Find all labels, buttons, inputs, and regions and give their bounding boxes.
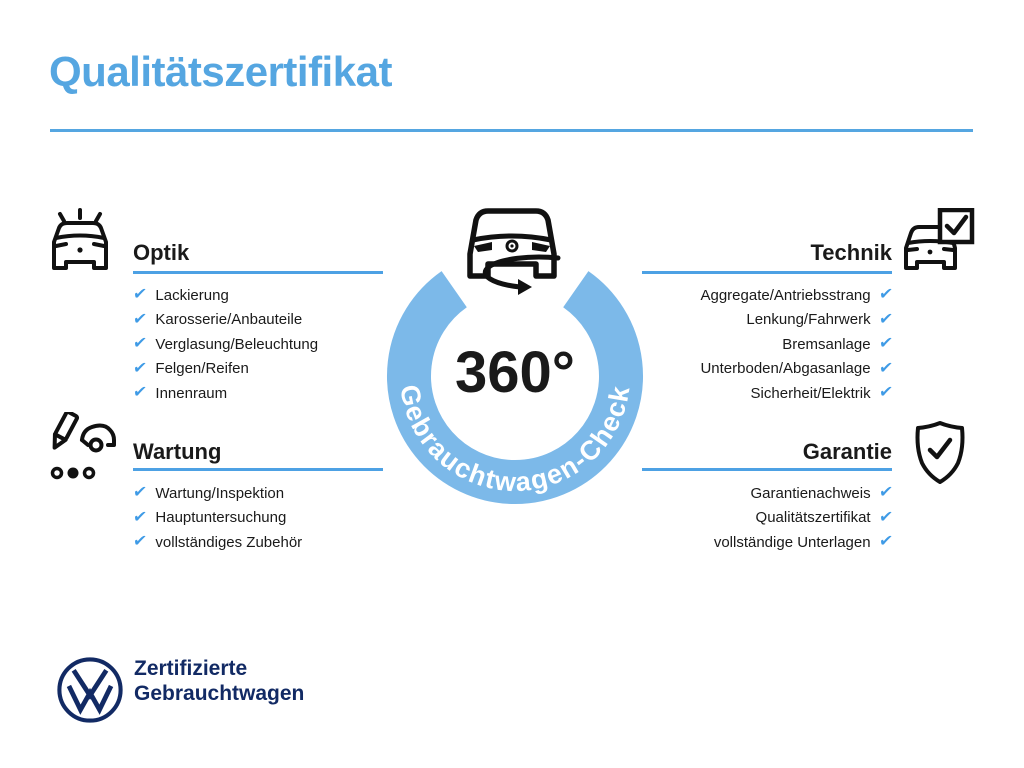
section-heading-technik: Technik: [810, 240, 892, 265]
item-label: Aggregate/Antriebsstrang: [700, 286, 871, 304]
check-icon: ✔: [131, 286, 148, 304]
section-underline-technik: [642, 271, 892, 274]
check-icon: ✔: [877, 533, 894, 551]
check-icon: ✔: [877, 359, 894, 377]
car-checkbox-icon: [904, 208, 975, 270]
check-icon: ✔: [877, 310, 894, 328]
technik-item-list: Aggregate/Antriebsstrang ✔ Lenkung/Fahrwe…: [520, 283, 894, 406]
item-label: Felgen/Reifen: [155, 360, 249, 378]
car-360-rotation-icon: [467, 208, 561, 295]
pencil-car-checklist-icon: [50, 412, 116, 480]
title-divider: [50, 129, 973, 132]
brand-line2: Gebrauchtwagen: [134, 682, 305, 705]
optik-item-list: ✔ Lackierung ✔ Karosserie/Anbauteile ✔ Verg…: [131, 283, 505, 406]
list-item: Lenkung/Fahrwerk ✔: [520, 308, 894, 333]
list-item: vollständige Unterlagen ✔: [520, 530, 894, 555]
item-label: Unterboden/Abgasanlage: [700, 360, 871, 378]
item-label: Verglasung/Beleuchtung: [155, 335, 319, 353]
list-item: ✔ Wartung/Inspektion: [131, 481, 505, 506]
list-item: ✔ Hauptuntersuchung: [131, 506, 505, 531]
section-heading-garantie: Garantie: [802, 439, 892, 464]
list-item: ✔ vollständiges Zubehör: [131, 530, 505, 555]
brand-line1: Zertifizierte: [134, 657, 248, 680]
list-item: ✔ Lackierung: [131, 283, 505, 308]
list-item: ✔ Karosserie/Anbauteile: [131, 308, 505, 333]
check-icon: ✔: [877, 508, 894, 526]
check-icon: ✔: [131, 533, 148, 551]
item-label: vollständige Unterlagen: [713, 533, 871, 551]
item-label: Qualitätszertifikat: [755, 509, 871, 527]
check-icon: ✔: [877, 484, 894, 502]
garantie-item-list: Garantienachweis ✔ Qualitätszertifikat ✔ v…: [520, 481, 894, 555]
check-icon: ✔: [877, 286, 894, 304]
wartung-item-list: ✔ Wartung/Inspektion ✔ Hauptuntersuchung ✔…: [131, 481, 505, 555]
item-label: Wartung/Inspektion: [155, 484, 285, 502]
check-icon: ✔: [131, 508, 148, 526]
check-icon: ✔: [131, 484, 148, 502]
check-icon: ✔: [877, 335, 894, 353]
item-label: Garantienachweis: [750, 484, 871, 502]
ring-arc: [387, 271, 643, 504]
list-item: ✔ Felgen/Reifen: [131, 357, 505, 382]
list-item: Garantienachweis ✔: [520, 481, 894, 506]
section-heading-optik: Optik: [133, 240, 190, 265]
item-label: Sicherheit/Elektrik: [750, 384, 871, 402]
list-item: Sicherheit/Elektrik ✔: [520, 381, 894, 406]
check-icon: ✔: [131, 310, 148, 328]
page-title: Qualitätszertifikat: [49, 48, 392, 95]
check-icon: ✔: [131, 384, 148, 402]
check-icon: ✔: [877, 384, 894, 402]
item-label: Karosserie/Anbauteile: [155, 311, 303, 329]
section-heading-wartung: Wartung: [133, 439, 222, 464]
list-item: Bremsanlage ✔: [520, 332, 894, 357]
list-item: ✔ Innenraum: [131, 381, 505, 406]
360-check-ring: Gebrauchtwagen-Check 360°: [387, 271, 643, 504]
section-underline-optik: [133, 271, 383, 274]
vw-logo: [57, 657, 123, 723]
item-label: Lenkung/Fahrwerk: [746, 311, 871, 329]
list-item: Qualitätszertifikat ✔: [520, 506, 894, 531]
item-label: Bremsanlage: [782, 335, 871, 353]
list-item: Aggregate/Antriebsstrang ✔: [520, 283, 894, 308]
item-label: Lackierung: [155, 286, 229, 304]
item-label: Hauptuntersuchung: [155, 509, 287, 527]
brand-text: Zertifizierte Gebrauchtwagen: [134, 656, 304, 706]
shield-check-icon: [915, 421, 965, 484]
list-item: Unterboden/Abgasanlage ✔: [520, 357, 894, 382]
check-icon: ✔: [131, 359, 148, 377]
section-underline-garantie: [642, 468, 892, 471]
item-label: Innenraum: [155, 384, 228, 402]
car-shine-icon: [52, 208, 108, 270]
check-icon: ✔: [131, 335, 148, 353]
degree-label: 360°: [455, 340, 575, 405]
section-underline-wartung: [133, 468, 383, 471]
item-label: vollständiges Zubehör: [155, 533, 303, 551]
list-item: ✔ Verglasung/Beleuchtung: [131, 332, 505, 357]
